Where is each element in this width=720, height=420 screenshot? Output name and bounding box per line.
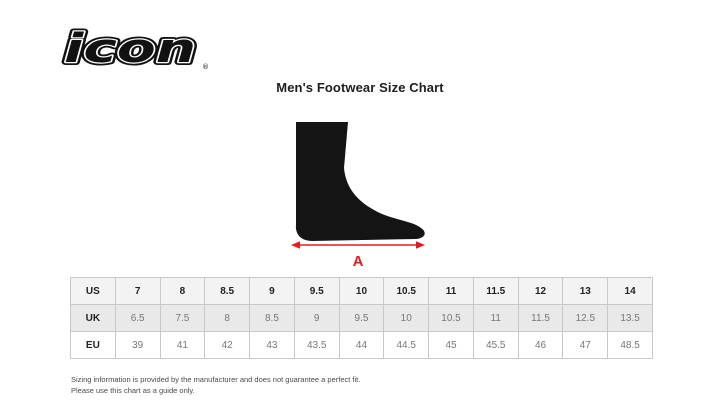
foot-measurement-diagram: A [291,122,425,270]
size-cell: 11 [428,277,474,305]
size-cell: 8.5 [249,304,295,332]
measurement-a-label: A [353,253,364,270]
size-cell: 10.5 [428,304,474,332]
size-cell: 39 [114,331,161,359]
size-cell: 10 [338,277,385,305]
size-cell: 45 [428,331,474,359]
sizing-disclaimer: Sizing information is provided by the ma… [71,374,360,397]
size-cell: 7 [114,277,161,305]
size-cell: 45.5 [472,331,519,359]
size-cell: 11.5 [472,277,519,305]
size-cell: 42 [204,331,251,359]
logo-outline-text: icon [64,26,196,72]
length-arrow-icon [291,241,425,249]
size-cell: 13.5 [607,304,653,332]
logo-core-text: icon [64,26,196,72]
size-cell: 47 [562,331,609,359]
page-title: Men's Footwear Size Chart [276,80,444,95]
size-cell: 10 [383,304,430,332]
size-table-body: US 7 8 8.5 9 9.5 10 10.5 11 11.5 12 13 14 UK 6.5 7.5 8 8.… [70,277,653,359]
size-cell: 41 [159,331,206,359]
table-row: EU 39 41 42 43 43.5 44 44.5 45 45.5 46 47 48.5 [70,331,653,359]
table-row: US 7 8 8.5 9 9.5 10 10.5 11 11.5 12 13 14 [70,277,653,305]
table-row: UK 6.5 7.5 8 8.5 9 9.5 10 10.5 11 11.5 12.5 13.5 [70,304,653,332]
icon-brand-logo: icon icon ® [61,26,209,72]
row-label-eu: EU [70,331,116,359]
size-cell: 14 [607,277,653,305]
size-cell: 9.5 [338,304,385,332]
size-cell: 9 [293,304,340,332]
icon-logo-wordmark: icon icon ® [61,26,209,72]
size-cell: 7.5 [159,304,206,332]
size-cell: 46 [517,331,564,359]
row-label-uk: UK [70,304,116,332]
foot-silhouette [295,122,425,241]
size-cell: 9.5 [293,277,340,305]
size-cell: 48.5 [607,331,653,359]
size-cell: 12.5 [562,304,609,332]
size-cell: 11.5 [517,304,564,332]
size-cell: 8 [204,304,251,332]
size-cell: 43.5 [293,331,340,359]
size-cell: 8 [159,277,206,305]
size-cell: 12 [517,277,564,305]
size-cell: 44 [338,331,385,359]
size-cell: 44.5 [383,331,430,359]
row-label-us: US [70,277,116,305]
size-conversion-table: US 7 8 8.5 9 9.5 10 10.5 11 11.5 12 13 14 UK 6.5 7.5 8 8.… [70,277,653,359]
size-cell: 43 [249,331,295,359]
disclaimer-line-2: Please use this chart as a guide only. [71,386,195,396]
size-cell: 8.5 [204,277,251,305]
size-cell: 9 [249,277,295,305]
registered-trademark-symbol: ® [202,63,209,71]
size-cell: 10.5 [383,277,430,305]
disclaimer-line-1: Sizing information is provided by the ma… [71,375,361,384]
size-cell: 6.5 [114,304,161,332]
size-cell: 11 [472,304,519,332]
size-cell: 13 [562,277,609,305]
